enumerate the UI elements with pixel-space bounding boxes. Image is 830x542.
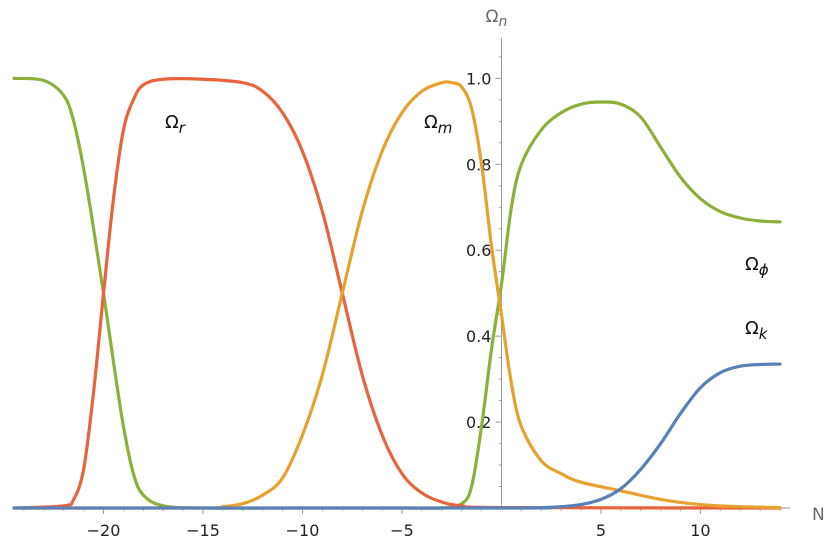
y-tick-label: 1.0 <box>466 69 491 88</box>
y-tick-label: 0.2 <box>466 413 491 432</box>
x-tick-label: −20 <box>87 521 121 540</box>
series-line-k <box>12 362 782 510</box>
curve-label-r: Ωr <box>165 112 186 137</box>
x-tick-label: 5 <box>596 521 606 540</box>
y-axis-title: Ωn <box>485 7 507 30</box>
series-line-phi <box>12 76 782 510</box>
x-tick-label: −10 <box>286 521 320 540</box>
curve-label-phi: Ωϕ <box>745 254 769 279</box>
x-tick-label: 10 <box>690 521 710 540</box>
y-tick-label: 0.8 <box>466 155 491 174</box>
axes: −20 −15 −10 −5 5 10 0.2 0.4 0.6 0.8 1.0 N Ωn <box>14 7 825 540</box>
x-axis-title: N <box>812 505 825 525</box>
series-lines <box>12 76 782 510</box>
x-tick-label: −5 <box>390 521 414 540</box>
curve-label-k: Ωk <box>745 318 769 343</box>
y-tick-label: 0.6 <box>466 241 491 260</box>
curve-label-m: Ωm <box>424 112 452 137</box>
y-tick-label: 0.4 <box>466 327 491 346</box>
series-line-m <box>12 80 782 510</box>
series-line-r <box>12 77 782 510</box>
curve-labels: Ωϕ Ωr Ωm Ωk <box>165 112 769 343</box>
x-tick-label: −15 <box>186 521 220 540</box>
